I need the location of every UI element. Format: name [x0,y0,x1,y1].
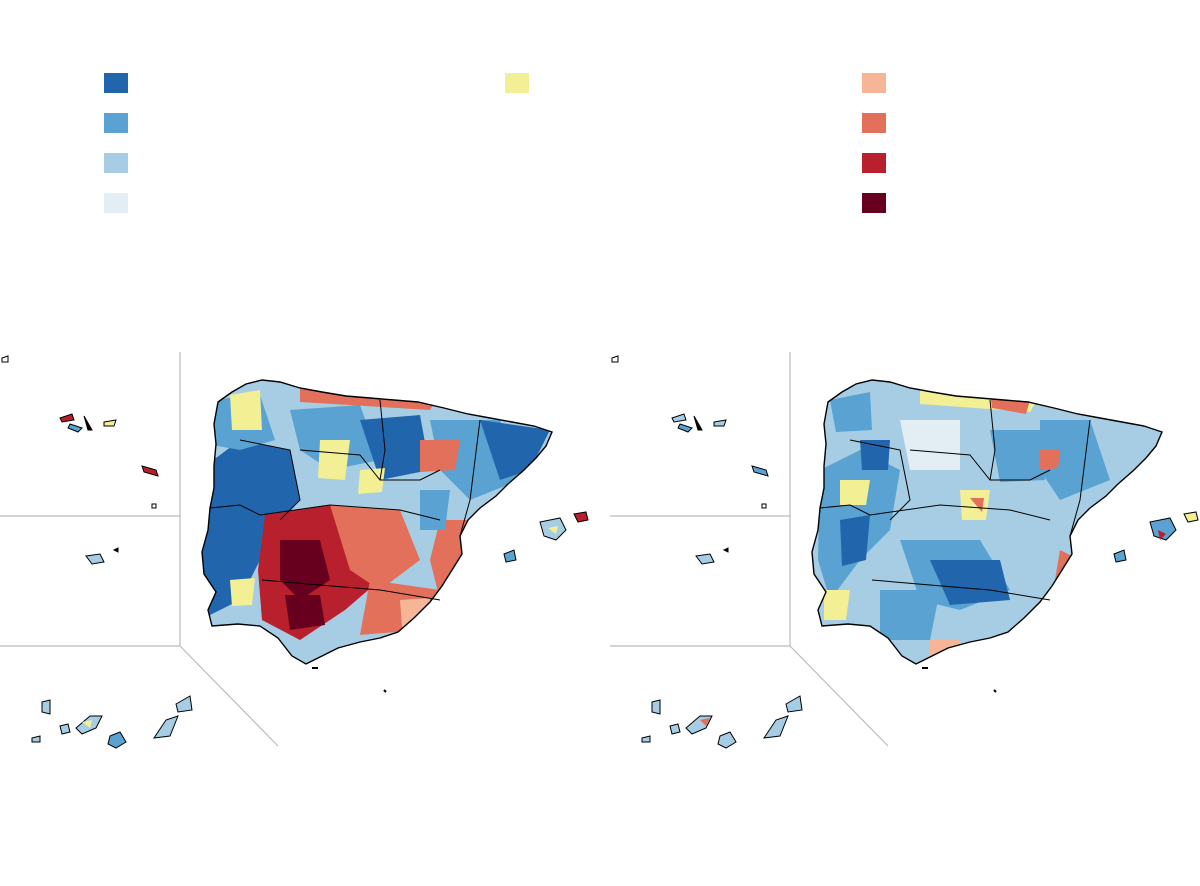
left-atlantic-islands [1,355,193,749]
legend-swatch-red-dark [862,193,886,213]
left-inset-frame [0,352,279,747]
right-iberia-regions [812,380,1162,664]
left-alboran-dot [383,689,387,693]
left-balearic-islands [503,511,589,563]
legend-swatch-blue-dark [104,73,128,93]
right-region-borders [819,399,1091,601]
left-map [0,352,589,749]
legend-swatch-neutral-yellow [505,73,529,93]
right-atlantic-islands [611,355,803,749]
right-balearic-islands [1113,511,1199,563]
legend-swatch-red-mid [862,113,886,133]
left-iberia-regions [202,380,552,664]
right-map [610,352,1199,749]
right-iberia-outline [811,379,1163,665]
legend-swatch-red-strong [862,153,886,173]
legend-swatch-red-pale [862,73,886,93]
right-inset-frame [610,352,889,747]
legend-swatch-blue-pale [104,193,128,213]
legend-swatch-blue-mid [104,113,128,133]
left-region-borders [209,399,481,601]
right-alboran-dot [993,689,997,693]
legend-swatch-blue-light [104,153,128,173]
